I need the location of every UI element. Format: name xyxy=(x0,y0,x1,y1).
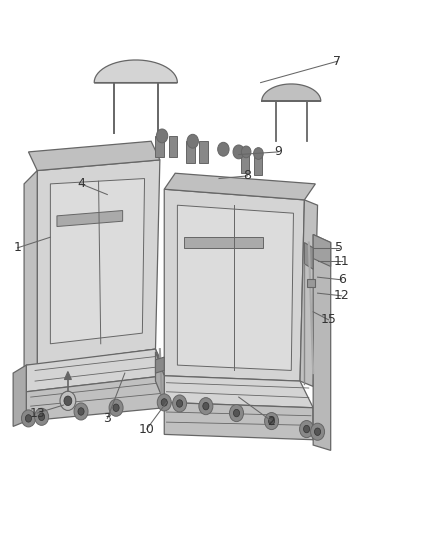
Polygon shape xyxy=(241,152,249,173)
Circle shape xyxy=(300,421,314,438)
Text: 7: 7 xyxy=(333,55,341,68)
Text: 8: 8 xyxy=(244,169,251,182)
Circle shape xyxy=(314,428,321,435)
Text: 10: 10 xyxy=(139,423,155,435)
Circle shape xyxy=(156,129,168,143)
Circle shape xyxy=(203,402,209,410)
Circle shape xyxy=(265,413,279,430)
Circle shape xyxy=(25,415,32,422)
Text: 3: 3 xyxy=(103,412,111,425)
Circle shape xyxy=(218,142,229,156)
Polygon shape xyxy=(94,60,177,83)
Text: 2: 2 xyxy=(268,415,276,427)
Circle shape xyxy=(74,403,88,420)
Circle shape xyxy=(60,391,76,410)
Polygon shape xyxy=(164,189,304,381)
Polygon shape xyxy=(64,372,71,379)
Circle shape xyxy=(113,404,119,411)
Polygon shape xyxy=(313,235,331,450)
Polygon shape xyxy=(307,279,315,287)
Polygon shape xyxy=(169,136,177,157)
Text: 9: 9 xyxy=(274,146,282,158)
Text: 15: 15 xyxy=(321,313,336,326)
Circle shape xyxy=(268,417,275,425)
Polygon shape xyxy=(199,141,208,163)
Polygon shape xyxy=(313,408,326,445)
Circle shape xyxy=(311,423,325,440)
Circle shape xyxy=(233,145,244,159)
Circle shape xyxy=(35,408,49,425)
Polygon shape xyxy=(155,136,164,157)
Circle shape xyxy=(241,146,251,158)
Circle shape xyxy=(199,398,213,415)
Circle shape xyxy=(233,409,240,417)
Circle shape xyxy=(304,425,310,433)
Polygon shape xyxy=(184,237,263,248)
Polygon shape xyxy=(26,376,164,421)
Circle shape xyxy=(177,400,183,407)
Circle shape xyxy=(230,405,244,422)
Polygon shape xyxy=(24,171,37,373)
Polygon shape xyxy=(164,402,313,440)
Polygon shape xyxy=(164,376,313,408)
Circle shape xyxy=(64,396,72,406)
Text: 13: 13 xyxy=(29,407,45,419)
Polygon shape xyxy=(13,365,26,426)
Circle shape xyxy=(78,408,84,415)
Polygon shape xyxy=(186,141,195,163)
Text: 1: 1 xyxy=(14,241,21,254)
Polygon shape xyxy=(57,211,123,227)
Polygon shape xyxy=(28,141,160,171)
Polygon shape xyxy=(155,352,164,402)
Text: 6: 6 xyxy=(338,273,346,286)
Polygon shape xyxy=(164,173,315,200)
Polygon shape xyxy=(177,205,293,370)
Circle shape xyxy=(173,395,187,412)
Text: 11: 11 xyxy=(334,255,350,268)
Polygon shape xyxy=(262,84,321,101)
Circle shape xyxy=(254,148,263,159)
Polygon shape xyxy=(254,154,262,175)
Circle shape xyxy=(157,394,171,411)
Polygon shape xyxy=(300,200,318,386)
Text: 12: 12 xyxy=(334,289,350,302)
Text: 4: 4 xyxy=(77,177,85,190)
Polygon shape xyxy=(26,349,162,392)
Polygon shape xyxy=(304,243,313,269)
Polygon shape xyxy=(313,235,331,266)
Polygon shape xyxy=(155,357,164,373)
Circle shape xyxy=(109,399,123,416)
Circle shape xyxy=(187,134,198,148)
Text: 5: 5 xyxy=(336,241,343,254)
Polygon shape xyxy=(26,349,164,392)
Circle shape xyxy=(39,413,45,421)
Polygon shape xyxy=(50,179,145,344)
Circle shape xyxy=(21,410,35,427)
Circle shape xyxy=(161,399,167,406)
Polygon shape xyxy=(37,160,160,365)
